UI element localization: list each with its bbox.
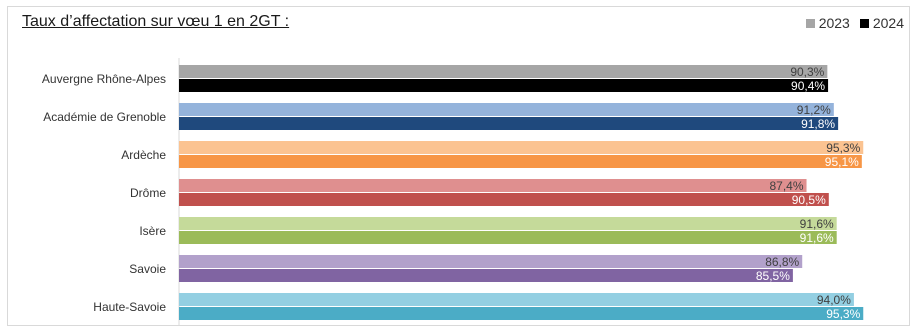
- data-label-2024: 85,5%: [756, 269, 790, 283]
- data-label-2023: 90,3%: [790, 65, 824, 79]
- bar-2023: [179, 103, 834, 116]
- data-label-2024: 91,8%: [801, 117, 835, 131]
- bar-2023: [179, 141, 864, 154]
- bar-2023: [179, 179, 807, 192]
- category-label: Académie de Grenoble: [43, 110, 166, 124]
- legend-item-2023: 2023: [805, 15, 850, 31]
- category-label: Isère: [139, 224, 166, 238]
- legend-swatch-2023: [805, 18, 815, 28]
- bar-2023: [179, 217, 837, 230]
- data-label-2024: 90,5%: [792, 193, 826, 207]
- bar-2024: [179, 155, 862, 168]
- category-label: Drôme: [130, 186, 166, 200]
- data-label-2023: 94,0%: [817, 293, 851, 307]
- bar-2024: [179, 269, 793, 282]
- category-label: Haute-Savoie: [93, 300, 166, 314]
- data-label-2023: 95,3%: [826, 141, 860, 155]
- data-label-2023: 91,2%: [797, 103, 831, 117]
- bar-2024: [179, 79, 829, 92]
- bar-2023: [179, 293, 854, 306]
- data-label-2023: 86,8%: [765, 255, 799, 269]
- data-label-2023: 91,6%: [800, 217, 834, 231]
- legend-label-2024: 2024: [872, 15, 904, 31]
- data-label-2024: 90,4%: [791, 79, 825, 93]
- legend-item-2024: 2024: [859, 15, 904, 31]
- data-label-2024: 95,1%: [825, 155, 859, 169]
- category-label: Savoie: [129, 262, 166, 276]
- category-label: Ardèche: [121, 148, 166, 162]
- data-label-2024: 91,6%: [800, 231, 834, 245]
- legend-label-2023: 2023: [818, 15, 850, 31]
- legend-swatch-2024: [859, 18, 869, 28]
- chart-legend: 2023 2024: [805, 15, 904, 31]
- bar-2024: [179, 193, 829, 206]
- bar-2023: [179, 255, 803, 268]
- category-label: Auvergne Rhône-Alpes: [42, 72, 166, 86]
- chart-title: Taux d’affectation sur vœu 1 en 2GT :: [22, 13, 290, 30]
- data-label-2023: 87,4%: [770, 179, 804, 193]
- bar-2024: [179, 231, 837, 244]
- bar-2024: [179, 307, 864, 320]
- data-label-2024: 95,3%: [826, 307, 860, 321]
- bar-2024: [179, 117, 839, 130]
- bar-2023: [179, 65, 828, 78]
